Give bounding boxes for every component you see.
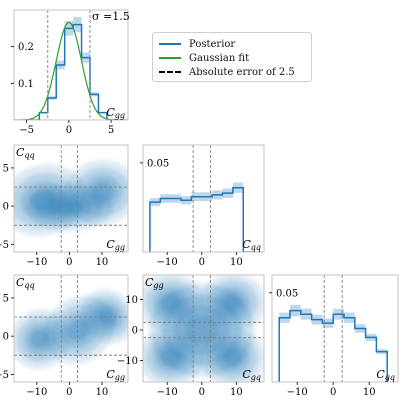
x-axis-label: Cgg <box>106 238 125 252</box>
y-tick-label-1: 0 <box>132 326 138 337</box>
panel-cgg-vs-cgq: −10 0 10 −10 0 10 Cgq Cgg <box>117 274 265 398</box>
legend: Posterior Gaussian fit Absolute error of… <box>152 32 312 82</box>
panel-cgg-hist: −5 0 5 0.1 0.2 Cgg <box>11 9 129 136</box>
x-axis-label: Cqq <box>242 238 261 252</box>
panel-plot-area <box>14 275 128 382</box>
density-layer <box>14 160 128 236</box>
legend-label-absolute-error: Absolute error of 2.5 <box>189 66 295 78</box>
x-axis-label: Cgg <box>106 106 125 120</box>
x-axis-label: Cgq <box>376 368 395 382</box>
legend-item-absolute-error: Absolute error of 2.5 <box>159 65 305 79</box>
x-tick-label-1: 0 <box>66 257 72 268</box>
y-tick-label-1: 0 <box>3 202 9 213</box>
posterior-band <box>30 17 116 120</box>
panel-plot-area <box>278 275 388 382</box>
x-tick-label-2: 5 <box>108 125 114 136</box>
x-tick-label-2: 10 <box>230 257 243 268</box>
sigma-label: σ =1.5 <box>92 10 130 23</box>
x-tick-label-1: 0 <box>199 387 205 398</box>
legend-label-posterior: Posterior <box>189 38 236 50</box>
x-axis-label: Cgq <box>242 368 261 382</box>
y-tick-label-0: −5 <box>0 370 9 381</box>
x-tick-label-1: 0 <box>66 125 72 136</box>
panel-frame <box>271 274 399 383</box>
posterior-step-line <box>149 187 254 252</box>
panel-plot-area <box>14 10 128 120</box>
panel-cqq-vs-cgg: −10 0 10 −5 0 5 Cgg Cqq <box>0 144 129 268</box>
legend-label-gaussian-fit: Gaussian fit <box>189 52 250 64</box>
y-tick-label-0: −5 <box>0 240 9 251</box>
y-tick-label-0: 0.05 <box>147 158 169 169</box>
panel-frame <box>13 144 129 253</box>
y-tick-label-0: 0.05 <box>276 288 298 299</box>
density-contour-4-3 <box>185 315 219 345</box>
y-tick-label-0: −10 <box>117 356 138 367</box>
y-tick-label-2: 5 <box>3 293 9 304</box>
x-tick-label-0: −10 <box>157 257 178 268</box>
panel-plot-area <box>143 275 264 382</box>
x-tick-label-1: 0 <box>66 387 72 398</box>
x-tick-label-0: −10 <box>287 387 308 398</box>
panels-layer: −5050.10.2Cgg−10010−505CggCqq−100100.05C… <box>0 9 399 398</box>
y-tick-label-1: 0 <box>3 332 9 343</box>
panel-cgq-hist: −10 0 10 0.05 Cgq <box>269 274 399 398</box>
y-axis-label: Cgg <box>145 276 164 290</box>
legend-item-gaussian-fit: Gaussian fit <box>159 51 305 65</box>
panel-cqq-vs-cgg-lower: −10 0 10 −5 0 5 Cgg Cqq <box>0 274 129 398</box>
y-tick-label-2: 10 <box>125 295 138 306</box>
panel-plot-area <box>149 145 254 252</box>
y-axis-label: Cqq <box>16 276 35 290</box>
density-contour-2-3 <box>55 200 84 216</box>
posterior-step-line <box>278 309 388 382</box>
posterior-band <box>279 304 388 382</box>
x-tick-label-0: −10 <box>157 387 178 398</box>
y-tick-label-1: 0.2 <box>18 42 34 53</box>
panel-frame <box>13 9 129 121</box>
y-tick-label-0: 0.1 <box>18 79 34 90</box>
x-tick-label-1: 0 <box>330 387 336 398</box>
y-axis-label: Cqq <box>16 146 35 160</box>
x-tick-label-2: 10 <box>363 387 376 398</box>
x-tick-label-0: −5 <box>19 125 34 136</box>
legend-swatch-posterior <box>159 43 181 45</box>
gaussian-fit-line <box>14 21 128 120</box>
x-tick-label-0: −10 <box>26 257 47 268</box>
x-tick-label-0: −10 <box>26 387 47 398</box>
panel-frame <box>142 274 265 383</box>
panel-plot-area <box>14 145 128 252</box>
x-tick-label-2: 10 <box>96 387 109 398</box>
y-tick-label-2: 5 <box>3 163 9 174</box>
posterior-band <box>149 182 254 252</box>
panel-frame <box>142 144 265 253</box>
legend-swatch-gaussian-fit <box>159 57 181 59</box>
density-contour-2-3 <box>99 307 118 325</box>
x-tick-label-2: 10 <box>96 257 109 268</box>
panel-cqq-hist: −10 0 10 0.05 Cqq <box>140 144 265 268</box>
legend-swatch-absolute-error <box>159 71 181 73</box>
x-tick-label-2: 10 <box>230 387 243 398</box>
panel-frame <box>13 274 129 383</box>
x-tick-label-1: 0 <box>199 257 205 268</box>
x-axis-label: Cgg <box>106 368 125 382</box>
legend-item-posterior: Posterior <box>159 37 305 51</box>
